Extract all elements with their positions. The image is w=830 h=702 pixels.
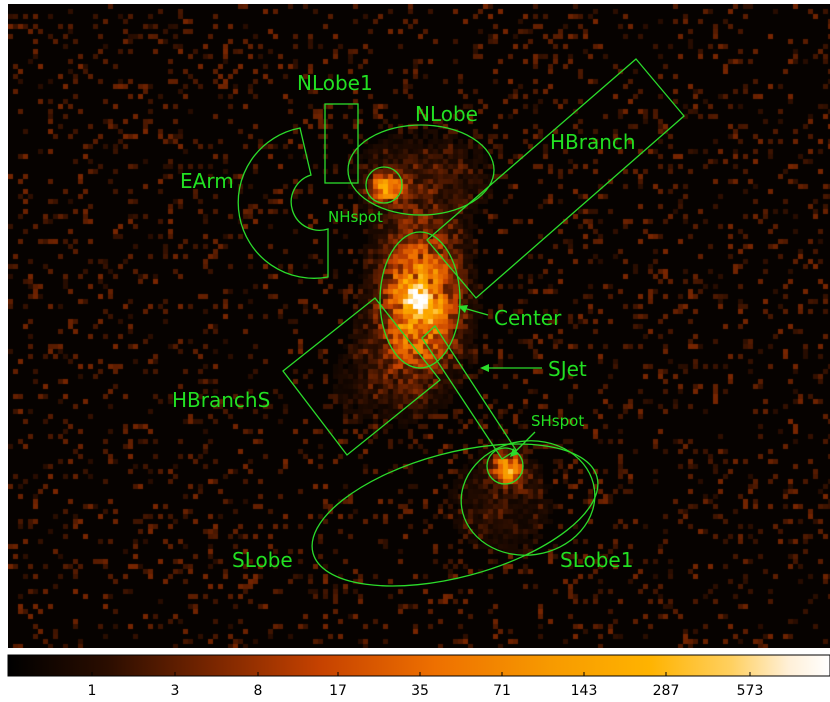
label-hbranch: HBranch — [550, 130, 636, 154]
colorbar: 1 3 8 17 35 71 143 287 573 — [7, 654, 830, 699]
region-hbranchs[interactable] — [282, 297, 441, 456]
colorbar-tick-label: 71 — [493, 683, 511, 699]
region-sjet[interactable] — [421, 325, 517, 460]
shspot-arrow-head — [510, 448, 519, 457]
region-center[interactable] — [379, 231, 461, 369]
region-shspot[interactable] — [486, 447, 524, 485]
xray-image — [8, 4, 830, 648]
region-earm[interactable] — [237, 127, 329, 279]
colorbar-tick-label: 573 — [737, 683, 764, 699]
label-nlobe1: NLobe1 — [297, 71, 373, 95]
region-nlobe1[interactable] — [324, 103, 359, 184]
colorbar-tick-label: 143 — [571, 683, 598, 699]
region-slobe1[interactable] — [454, 432, 603, 564]
label-slobe1: SLobe1 — [560, 548, 633, 572]
colorbar-tick-label: 287 — [653, 683, 680, 699]
region-nlobe[interactable] — [347, 124, 495, 216]
sjet-arrow-head — [480, 364, 489, 372]
colorbar-gradient — [7, 654, 830, 677]
label-sjet: SJet — [548, 357, 587, 381]
colorbar-tick-label: 35 — [411, 683, 429, 699]
label-nhspot: NHspot — [328, 208, 383, 226]
region-hbranch[interactable] — [426, 58, 685, 299]
label-center: Center — [494, 306, 562, 330]
center-arrow-head — [458, 305, 468, 313]
region-nhspot[interactable] — [365, 166, 403, 204]
label-slobe: SLobe — [232, 548, 293, 572]
colorbar-tick-label: 1 — [88, 683, 97, 699]
label-earm: EArm — [180, 169, 234, 193]
colorbar-tick-label: 3 — [171, 683, 180, 699]
colorbar-tick-label: 8 — [254, 683, 263, 699]
colorbar-tick-label: 17 — [329, 683, 347, 699]
region-slobe[interactable] — [297, 417, 613, 613]
label-hbranchs: HBranchS — [172, 388, 270, 412]
label-shspot: SHspot — [531, 412, 584, 430]
label-nlobe: NLobe — [415, 102, 478, 126]
